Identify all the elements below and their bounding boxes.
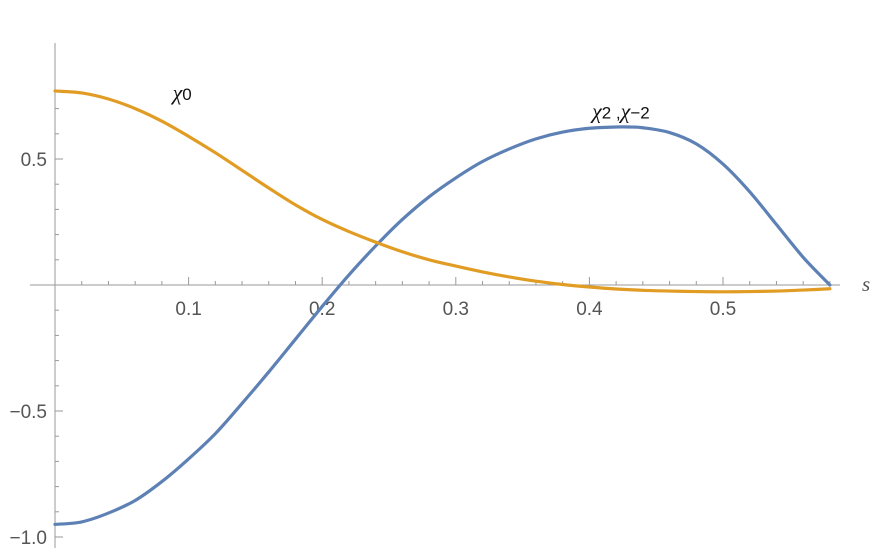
x-tick-label: 0.4 [576,299,603,320]
series-lines [53,89,832,526]
series-annotations: χ0 χ2 ,χ−2 [171,80,650,124]
x-tick-label: 0.3 [443,299,469,320]
x-tick-label: 0.1 [175,299,201,320]
y-tick-label: −0.5 [9,402,47,423]
axis-ticks [55,108,831,538]
series-label-0: χ0 [171,80,192,105]
tick-labels: 0.1 0.2 0.3 0.4 0.50.5−0.5−1.0 [9,150,736,549]
x-tick-label: 0.5 [710,299,736,320]
series-line-0 [53,89,832,294]
y-tick-label: 0.5 [21,150,47,171]
x-axis-title: s [862,272,870,296]
series-label-1: χ2 ,χ−2 [590,99,650,124]
y-tick-label: −1.0 [9,528,47,549]
series-line-1 [53,125,832,526]
